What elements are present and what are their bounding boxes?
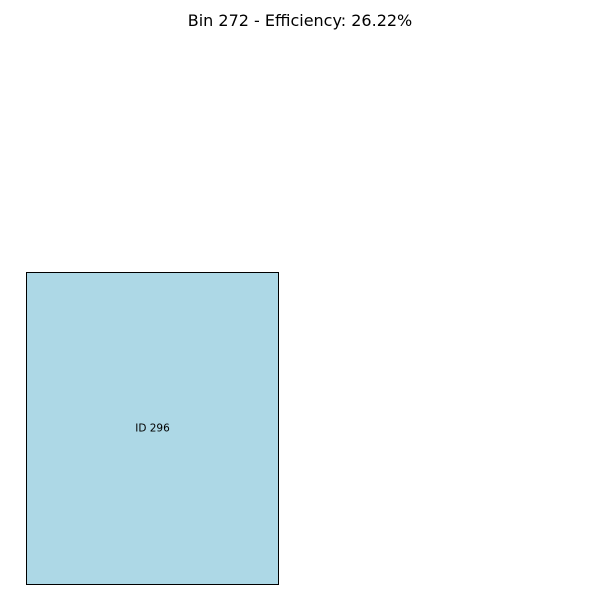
item-rect-296 [26, 272, 279, 585]
packed-item: ID 296 [26, 272, 279, 585]
page-title: Bin 272 - Efficiency: 26.22% [187, 11, 413, 30]
item-label-296: ID 296 [135, 423, 170, 435]
